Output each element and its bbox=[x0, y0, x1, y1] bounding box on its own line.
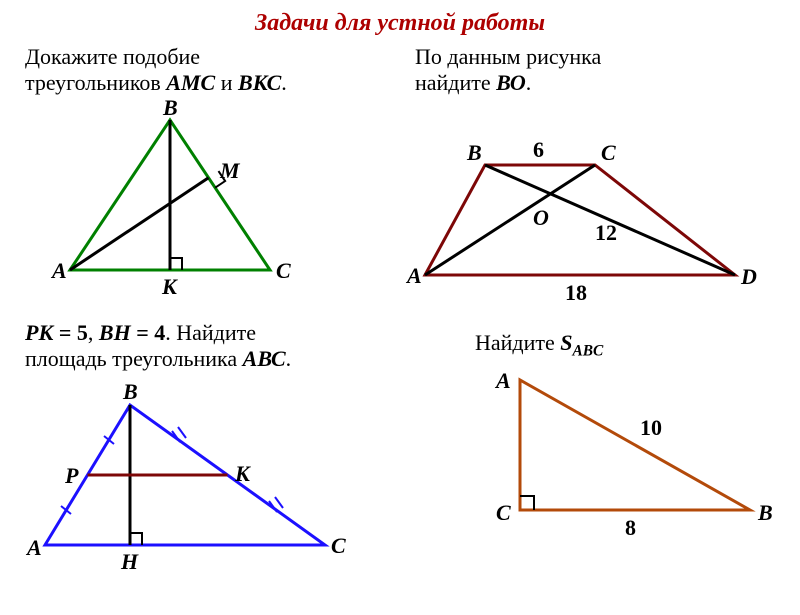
p4-pre: Найдите bbox=[475, 330, 560, 355]
p2-val-OC: 12 bbox=[595, 220, 617, 245]
p1-label-C: С bbox=[276, 258, 291, 283]
p3-label-P: Р bbox=[64, 463, 79, 488]
p3-label-H: Н bbox=[120, 549, 139, 574]
p3-post: . Найдите bbox=[165, 320, 256, 345]
p2-label-B: В bbox=[466, 140, 482, 165]
p2-label-O: О bbox=[533, 205, 549, 230]
page-title: Задачи для устной работы bbox=[0, 0, 800, 37]
p3-bh: ВН bbox=[99, 320, 136, 345]
p4-target: S bbox=[560, 330, 572, 355]
p2-val-AD: 18 bbox=[565, 280, 587, 305]
p4-target-sub: ABC bbox=[573, 342, 604, 359]
p4-label-C: C bbox=[496, 500, 511, 525]
problem4-text: Найдите SABC bbox=[475, 330, 603, 361]
problem3-figure: А В С Р К Н bbox=[25, 375, 365, 575]
p1-line1: Докажите подобие bbox=[25, 44, 200, 69]
p2-line2-pre: найдите bbox=[415, 70, 496, 95]
p3-label-A: А bbox=[25, 535, 42, 560]
p1-dot: . bbox=[281, 70, 287, 95]
p3-label-K: К bbox=[234, 461, 251, 486]
p2-line1: По данным рисунка bbox=[415, 44, 601, 69]
p2-target: ВО bbox=[496, 70, 526, 95]
p3-comma: , bbox=[88, 320, 99, 345]
p1-label-M: М bbox=[219, 158, 241, 183]
p4-val-CB: 8 bbox=[625, 515, 636, 540]
p3-eq2: = 4 bbox=[136, 320, 165, 345]
p2-label-A: А bbox=[405, 263, 422, 288]
p2-label-C: С bbox=[601, 140, 616, 165]
p3-pk: РК bbox=[25, 320, 59, 345]
p1-line2-pre: треугольников bbox=[25, 70, 166, 95]
problem4-figure: A C B 10 8 bbox=[480, 360, 780, 560]
p4-label-B: B bbox=[757, 500, 773, 525]
problem1-text: Докажите подобие треугольников АМС и ВКС… bbox=[25, 44, 287, 97]
p4-val-AB: 10 bbox=[640, 415, 662, 440]
p3-label-B: В bbox=[122, 379, 138, 404]
p1-t1: АМС bbox=[166, 70, 215, 95]
p1-label-B: В bbox=[162, 100, 178, 120]
p1-label-K: К bbox=[161, 274, 178, 299]
p1-label-A: А bbox=[50, 258, 67, 283]
p3-dot: . bbox=[286, 346, 292, 371]
p3-label-C: С bbox=[331, 533, 346, 558]
problem2-text: По данным рисунка найдите ВО. bbox=[415, 44, 601, 97]
p3-eq1: = 5 bbox=[59, 320, 88, 345]
p2-val-BC: 6 bbox=[533, 137, 544, 162]
problem2-figure: А D В С О 6 12 18 bbox=[405, 125, 785, 315]
p3-line2-pre: площадь треугольника bbox=[25, 346, 243, 371]
problem1-figure: А В С К М bbox=[40, 100, 320, 300]
p2-label-D: D bbox=[740, 264, 757, 289]
p2-dot: . bbox=[526, 70, 532, 95]
p1-t2: ВКС bbox=[238, 70, 281, 95]
p1-and: и bbox=[215, 70, 238, 95]
p4-label-A: A bbox=[494, 368, 511, 393]
p3-tri: АВС bbox=[243, 346, 286, 371]
problem3-text: РК = 5, ВН = 4. Найдите площадь треуголь… bbox=[25, 320, 291, 373]
